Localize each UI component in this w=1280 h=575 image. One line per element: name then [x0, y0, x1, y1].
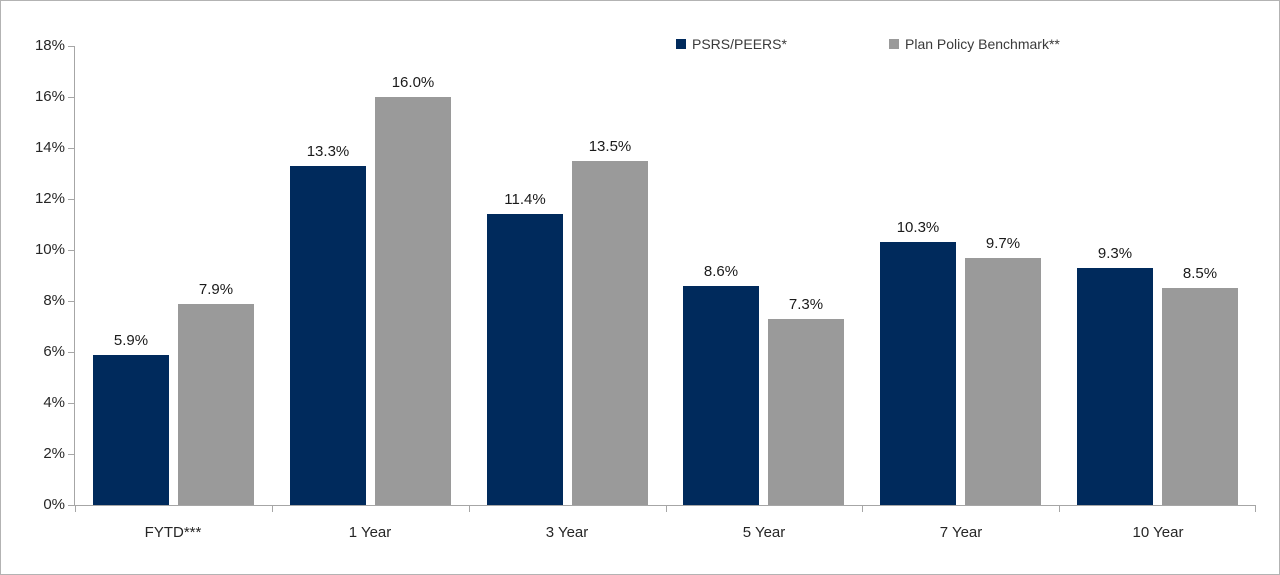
x-axis-category-label-7-year: 7 Year	[939, 524, 983, 541]
y-axis-label: 16%	[34, 88, 65, 105]
x-axis-category-label-fytd: FYTD***	[144, 524, 202, 541]
x-axis-tick	[75, 506, 76, 512]
bar-value-label-plan-policy-benchmark-1-year: 16.0%	[391, 74, 435, 91]
bar-plan-policy-benchmark-fytd	[178, 304, 254, 505]
bar-plan-policy-benchmark-5-year	[768, 319, 844, 505]
bar-psrs-peers-3-year	[487, 214, 563, 505]
bar-value-label-psrs-peers-7-year: 10.3%	[896, 219, 940, 236]
x-axis-tick	[272, 506, 273, 512]
bar-value-label-plan-policy-benchmark-fytd: 7.9%	[198, 281, 234, 298]
chart-legend: PSRS/PEERS* Plan Policy Benchmark**	[1, 35, 1279, 55]
x-axis-category-label-3-year: 3 Year	[545, 524, 589, 541]
bar-value-label-psrs-peers-10-year: 9.3%	[1097, 245, 1133, 262]
x-axis-tick	[862, 506, 863, 512]
bar-value-label-plan-policy-benchmark-7-year: 9.7%	[985, 235, 1021, 252]
y-axis-label: 0%	[43, 496, 65, 513]
bar-value-label-plan-policy-benchmark-5-year: 7.3%	[788, 296, 824, 313]
legend-swatch-psrs-peers-icon	[676, 39, 686, 49]
y-axis-tick	[68, 199, 74, 200]
bar-value-label-psrs-peers-5-year: 8.6%	[703, 263, 739, 280]
y-axis-tick	[68, 454, 74, 455]
legend-label-psrs-peers: PSRS/PEERS*	[692, 36, 787, 52]
bar-plan-policy-benchmark-7-year	[965, 258, 1041, 505]
x-axis-category-label-1-year: 1 Year	[348, 524, 392, 541]
bar-value-label-plan-policy-benchmark-10-year: 8.5%	[1182, 265, 1218, 282]
y-axis-tick	[68, 403, 74, 404]
legend-item-psrs-peers: PSRS/PEERS*	[676, 35, 787, 53]
legend-label-plan-policy-benchmark: Plan Policy Benchmark**	[905, 36, 1060, 52]
y-axis-label: 4%	[43, 394, 65, 411]
y-axis-tick	[68, 352, 74, 353]
x-axis-tick	[666, 506, 667, 512]
bar-plan-policy-benchmark-1-year	[375, 97, 451, 505]
y-axis-tick	[68, 148, 74, 149]
x-axis-category-label-5-year: 5 Year	[742, 524, 786, 541]
y-axis-label: 10%	[34, 241, 65, 258]
y-axis-tick	[68, 97, 74, 98]
y-axis-tick	[68, 46, 74, 47]
bar-psrs-peers-1-year	[290, 166, 366, 505]
bar-value-label-plan-policy-benchmark-3-year: 13.5%	[588, 138, 632, 155]
bar-psrs-peers-7-year	[880, 242, 956, 505]
legend-item-plan-policy-benchmark: Plan Policy Benchmark**	[889, 35, 1060, 53]
y-axis-tick	[68, 301, 74, 302]
x-axis-tick	[1255, 506, 1256, 512]
bar-plan-policy-benchmark-3-year	[572, 161, 648, 505]
y-axis-tick	[68, 505, 74, 506]
x-axis-tick	[469, 506, 470, 512]
bar-plan-policy-benchmark-10-year	[1162, 288, 1238, 505]
y-axis-label: 12%	[34, 190, 65, 207]
plot-area: 0% 2% 4% 6% 8% 10% 12% 14% 16% 18% 5.9% 7.9% FYTD***…	[35, 37, 1256, 541]
y-axis-tick	[68, 250, 74, 251]
y-axis-label: 6%	[43, 343, 65, 360]
legend-swatch-plan-policy-benchmark-icon	[889, 39, 899, 49]
y-axis-label: 8%	[43, 292, 65, 309]
y-axis-label: 18%	[34, 37, 65, 54]
bar-value-label-psrs-peers-3-year: 11.4%	[504, 191, 546, 208]
x-axis-tick	[1059, 506, 1060, 512]
x-axis-category-label-10-year: 10 Year	[1132, 524, 1184, 541]
y-axis-label: 2%	[43, 445, 65, 462]
bar-value-label-psrs-peers-1-year: 13.3%	[306, 143, 350, 160]
bar-psrs-peers-fytd	[93, 355, 169, 505]
bar-value-label-psrs-peers-fytd: 5.9%	[113, 332, 149, 349]
y-axis-label: 14%	[34, 139, 65, 156]
bar-psrs-peers-10-year	[1077, 268, 1153, 505]
bar-psrs-peers-5-year	[683, 286, 759, 505]
